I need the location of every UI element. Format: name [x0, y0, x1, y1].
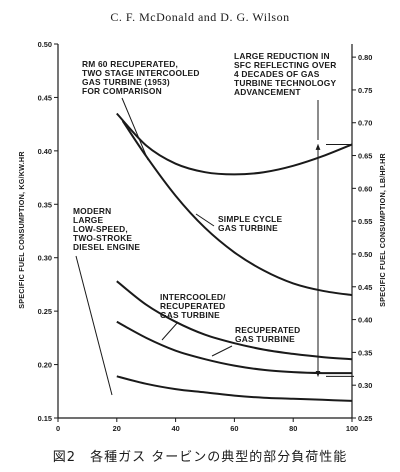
x-tick-label-2: 40 — [171, 424, 179, 433]
y-right-tick-label-10: 0.75 — [358, 86, 372, 95]
y-left-tick-label-4: 0.35 — [38, 200, 52, 209]
curve-rm60 — [116, 112, 353, 176]
x-tick-label-5: 100 — [346, 424, 358, 433]
y-left-tick-label-3: 0.30 — [38, 254, 52, 263]
x-tick-label-0: 0 — [56, 424, 60, 433]
y-axis-label-left: SPECIFIC FUEL CONSUMPTION, KG/KW.HR — [17, 151, 26, 309]
y-right-tick-label-3: 0.40 — [358, 316, 372, 325]
y-left-tick-label-1: 0.20 — [38, 361, 52, 370]
curve-diesel — [116, 375, 353, 402]
y-right-tick-label-0: 0.25 — [358, 414, 372, 423]
y-left-tick-label-5: 0.40 — [38, 147, 52, 156]
page-header: C. F. McDonald and D. G. Wilson — [110, 10, 290, 24]
leader-rm60 — [121, 97, 149, 161]
y-right-tick-label-6: 0.55 — [358, 217, 372, 226]
leader-simple-cycle — [195, 213, 215, 227]
label-rm60: RM 60 RECUPERATED, TWO STAGE INTERCOOLED… — [82, 59, 202, 96]
figure-caption: 図2 各種ガス タービンの典型的部分負荷性能 — [52, 450, 348, 465]
label-diesel: MODERN LARGE LOW-SPEED, TWO-STROKE DIESE… — [73, 206, 140, 252]
y-axis-label-right: SPECIFIC FUEL CONSUMPTION, LB/HP.HR — [378, 153, 387, 307]
curve-simple-cycle — [121, 120, 353, 297]
leader-diesel — [75, 255, 113, 396]
x-tick-label-3: 60 — [230, 424, 238, 433]
y-right-tick-label-4: 0.45 — [358, 283, 372, 292]
label-simple-cycle: SIMPLE CYCLE GAS TURBINE — [218, 214, 285, 233]
x-tick-label-1: 20 — [113, 424, 121, 433]
x-tick-label-4: 80 — [289, 424, 297, 433]
y-left-tick-label-7: 0.50 — [38, 40, 52, 49]
leader-intercooled — [161, 321, 179, 341]
label-intercooled-recuperated: INTERCOOLED/ RECUPERATED GAS TURBINE — [160, 292, 228, 320]
leader-recuperated — [211, 345, 233, 357]
label-recuperated: RECUPERATED GAS TURBINE — [235, 325, 303, 344]
y-right-tick-label-9: 0.70 — [358, 119, 372, 128]
curve-intercooled-recuperated — [116, 280, 353, 361]
curve-recuperated — [116, 320, 353, 375]
label-large-reduction: LARGE REDUCTION IN SFC REFLECTING OVER 4… — [234, 51, 339, 97]
y-right-tick-label-1: 0.30 — [358, 381, 372, 390]
y-left-tick-label-6: 0.45 — [38, 93, 52, 102]
y-right-tick-label-2: 0.35 — [358, 348, 372, 357]
y-right-tick-label-11: 0.80 — [358, 53, 372, 62]
y-left-tick-label-2: 0.25 — [38, 307, 52, 316]
y-right-tick-label-8: 0.65 — [358, 152, 372, 161]
y-left-tick-label-0: 0.15 — [38, 414, 52, 423]
y-right-tick-label-5: 0.50 — [358, 250, 372, 259]
y-right-tick-label-7: 0.60 — [358, 184, 372, 193]
